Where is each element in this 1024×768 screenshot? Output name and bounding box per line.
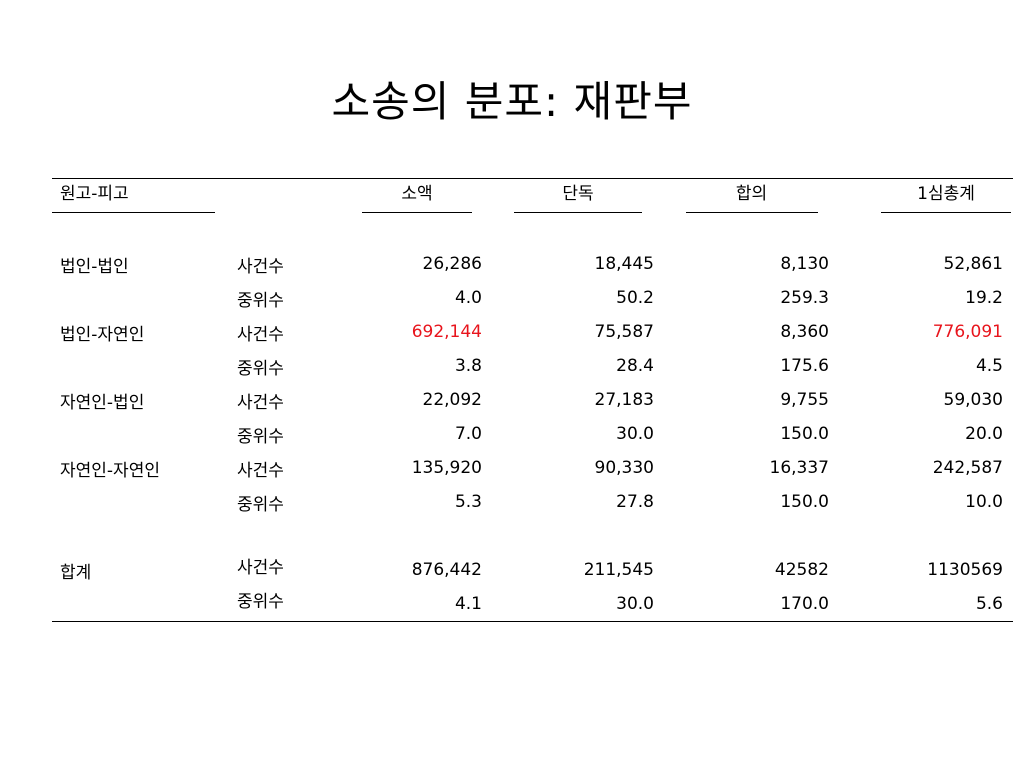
table-row: 중위수 4.0 50.2 259.3 19.2 [52, 281, 1013, 315]
cell-value: 7.0 [454, 424, 482, 444]
cell-value: 211,545 [583, 560, 654, 580]
cell-value: 9,755 [780, 390, 829, 410]
cell-value: 3.8 [454, 356, 482, 376]
row-type: 사건수 [237, 392, 284, 413]
table-row: 중위수 3.8 28.4 175.6 4.5 [52, 349, 1013, 383]
cell-value: 90,330 [594, 458, 654, 478]
cell-value: 27.8 [616, 492, 654, 512]
cell-value: 4.0 [454, 288, 482, 308]
group-label: 합계 [60, 562, 92, 583]
row-type: 사건수 [237, 460, 284, 481]
cell-value: 8,360 [780, 322, 829, 342]
header-plaintiff-defendant: 원고-피고 [52, 179, 215, 213]
row-type: 사건수 [237, 256, 284, 277]
table-row: 중위수 5.3 27.8 150.0 10.0 [52, 485, 1013, 519]
cell-value: 30.0 [492, 587, 664, 622]
cell-value: 135,920 [411, 458, 482, 478]
table-row-total: 합계 사건수 876,442 211,545 42582 1130569 [52, 553, 1013, 587]
cell-value: 42582 [774, 560, 829, 580]
highlighted-cell-value: 776,091 [932, 322, 1003, 342]
cell-value: 59,030 [943, 390, 1003, 410]
row-type: 사건수 [237, 324, 284, 345]
cell-value: 20.0 [965, 424, 1003, 444]
cell-value: 22,092 [422, 390, 482, 410]
row-type: 중위수 [237, 290, 284, 311]
header-first-instance-total: 1심총계 [881, 179, 1011, 213]
table-row: 법인-법인 사건수 26,286 18,445 8,130 52,861 [52, 247, 1013, 281]
row-type: 중위수 [227, 587, 342, 622]
cell-value: 10.0 [965, 492, 1003, 512]
group-label: 법인-법인 [60, 256, 129, 277]
cell-value: 1130569 [927, 560, 1003, 580]
group-label: 자연인-자연인 [60, 460, 160, 481]
table-header-row: 원고-피고 소액 단독 합의 1심총계 [52, 178, 1013, 213]
cell-value: 4.5 [975, 356, 1003, 376]
table-row: 법인-자연인 사건수 692,144 75,587 8,360 776,091 [52, 315, 1013, 349]
table-row: 자연인-법인 사건수 22,092 27,183 9,755 59,030 [52, 383, 1013, 417]
cell-value: 150.0 [780, 492, 829, 512]
cell-value: 170.0 [664, 587, 839, 622]
cell-value: 26,286 [422, 254, 482, 274]
litigation-distribution-table: 원고-피고 소액 단독 합의 1심총계 법인-법인 사건수 26,286 18,… [52, 178, 1013, 622]
slide-title: 소송의 분포: 재판부 [331, 77, 693, 126]
header-single-judge: 단독 [514, 179, 642, 213]
table-row: 자연인-자연인 사건수 135,920 90,330 16,337 242,58… [52, 451, 1013, 485]
cell-value: 4.1 [342, 587, 492, 622]
header-small-claims: 소액 [362, 179, 472, 213]
cell-value: 876,442 [411, 560, 482, 580]
row-type: 중위수 [237, 358, 284, 379]
table-row: 중위수 7.0 30.0 150.0 20.0 [52, 417, 1013, 451]
row-type: 중위수 [237, 426, 284, 447]
cell-value: 18,445 [594, 254, 654, 274]
cell-value: 52,861 [943, 254, 1003, 274]
cell-value: 150.0 [780, 424, 829, 444]
cell-value: 5.3 [454, 492, 482, 512]
cell-value: 175.6 [780, 356, 829, 376]
cell-value: 8,130 [780, 254, 829, 274]
cell-value: 5.6 [839, 587, 1013, 622]
row-type: 사건수 [237, 558, 284, 578]
header-panel: 합의 [685, 179, 818, 213]
cell-value: 16,337 [769, 458, 829, 478]
cell-value: 27,183 [594, 390, 654, 410]
table-row-total: 중위수 4.1 30.0 170.0 5.6 [52, 587, 1013, 622]
cell-value: 30.0 [616, 424, 654, 444]
cell-value: 242,587 [932, 458, 1003, 478]
group-label: 법인-자연인 [60, 324, 145, 345]
group-label: 자연인-법인 [60, 392, 145, 413]
cell-value: 75,587 [594, 322, 654, 342]
highlighted-cell-value: 692,144 [411, 322, 482, 342]
row-type: 중위수 [237, 494, 284, 515]
cell-value: 28.4 [616, 356, 654, 376]
cell-value: 50.2 [616, 288, 654, 308]
cell-value: 19.2 [965, 288, 1003, 308]
cell-value: 259.3 [780, 288, 829, 308]
